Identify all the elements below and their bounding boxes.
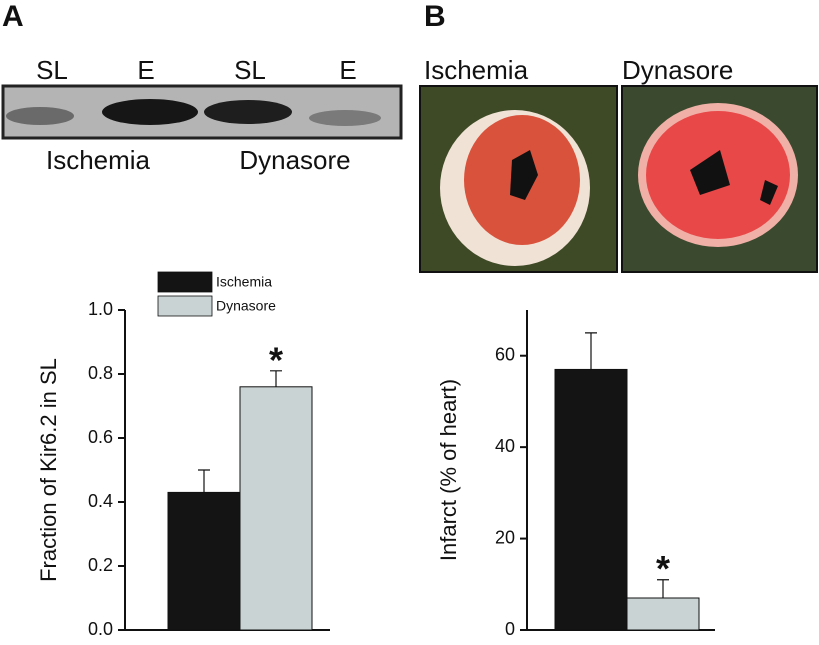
- blot-band: [102, 99, 198, 125]
- lane-label: E: [137, 55, 154, 85]
- y-tick-label: 0.2: [88, 555, 113, 575]
- y-axis-label: Fraction of Kir6.2 in SL: [36, 358, 61, 582]
- y-tick-label: 1.0: [88, 299, 113, 319]
- photo-label: Dynasore: [622, 55, 733, 85]
- panel-label: A: [2, 0, 24, 33]
- annotation: *: [269, 339, 283, 380]
- bar: [626, 597, 700, 631]
- heart-cavity: [760, 180, 778, 205]
- photo-label: Ischemia: [424, 55, 529, 85]
- lane-label: SL: [234, 55, 266, 85]
- y-tick-label: 0.0: [88, 619, 113, 639]
- y-tick-label: 0: [505, 619, 515, 639]
- lane-label: E: [339, 55, 356, 85]
- y-tick-label: 20: [495, 527, 515, 547]
- legend-label: Dynasore: [216, 298, 276, 314]
- y-tick-label: 0.4: [88, 491, 113, 511]
- y-tick-label: 0.8: [88, 363, 113, 383]
- lane-label: SL: [36, 55, 68, 85]
- panel-label: B: [424, 0, 446, 33]
- bar: [167, 491, 241, 631]
- heart-cavity: [510, 150, 538, 200]
- y-tick-label: 0.6: [88, 427, 113, 447]
- y-tick-label: 60: [495, 344, 515, 364]
- legend-swatch: [157, 295, 213, 317]
- bar: [554, 368, 628, 631]
- blot-band: [309, 110, 381, 126]
- group-label: Dynasore: [239, 145, 350, 175]
- y-tick-label: 40: [495, 436, 515, 456]
- group-label: Ischemia: [46, 145, 151, 175]
- error-bar: [198, 469, 210, 493]
- annotation: *: [656, 548, 670, 589]
- legend-swatch: [157, 271, 213, 293]
- heart-cavity: [690, 150, 730, 195]
- legend-label: Ischemia: [216, 274, 272, 290]
- blot-band: [204, 100, 292, 124]
- error-bar: [270, 370, 282, 387]
- error-bar: [585, 332, 597, 370]
- blot-band: [6, 107, 74, 125]
- error-bar: [657, 579, 669, 598]
- y-axis-label: Infarct (% of heart): [436, 379, 461, 561]
- bar: [239, 386, 313, 631]
